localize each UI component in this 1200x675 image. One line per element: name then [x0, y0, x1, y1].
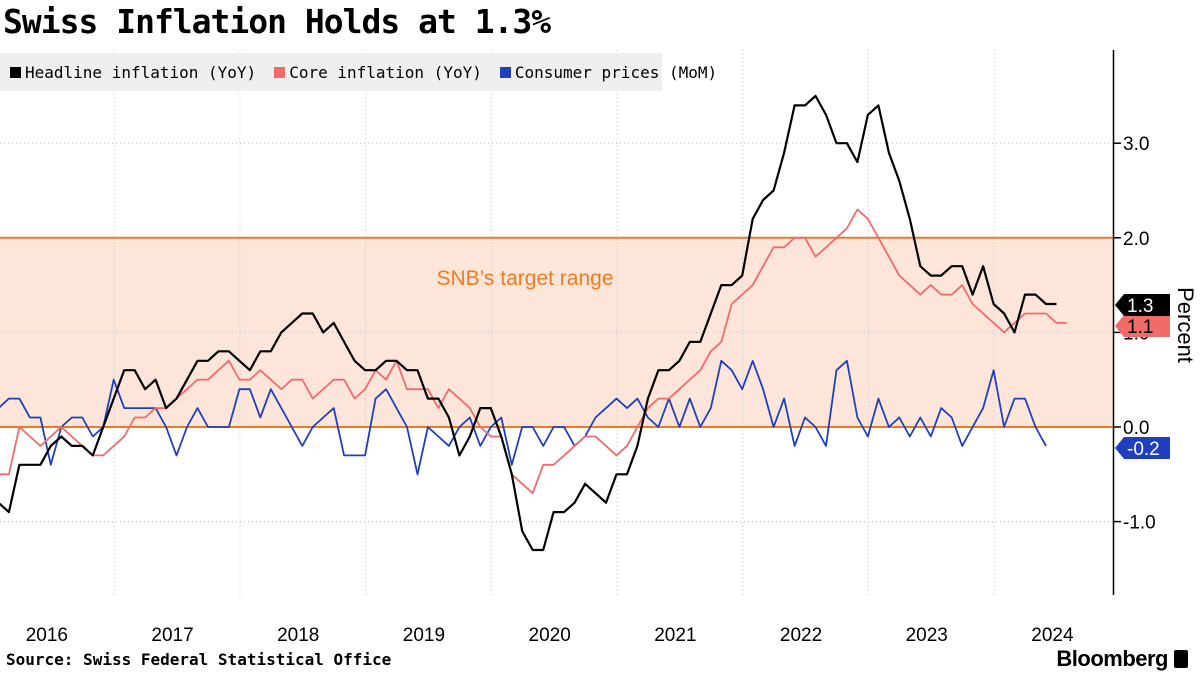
- x-tick-label: 2020: [529, 625, 571, 646]
- legend-label-mom: Consumer prices (MoM): [514, 62, 718, 82]
- chart-title: Swiss Inflation Holds at 1.3%: [3, 2, 551, 41]
- end-label-core: 1.1: [1115, 315, 1170, 338]
- bloomberg-logo: Bloomberg: [1056, 646, 1188, 672]
- legend-item-headline: Headline inflation (YoY): [10, 63, 256, 82]
- legend-swatch-headline: [10, 66, 21, 78]
- legend-swatch-mom: [499, 66, 511, 78]
- x-tick-label: 2021: [654, 625, 696, 646]
- y-tick-label: 0.0: [1123, 418, 1149, 439]
- legend-label-headline: Headline inflation (YoY): [25, 62, 257, 82]
- legend-label-core: Core inflation (YoY): [289, 62, 482, 82]
- end-label-value: 1.3: [1127, 296, 1153, 317]
- series-line-headline: [0, 94, 1057, 552]
- x-tick-label: 2024: [1031, 625, 1074, 646]
- end-label-mom: -0.2: [1115, 437, 1170, 460]
- end-label-value: 1.1: [1127, 317, 1153, 338]
- y-tick-label: 3.0: [1123, 134, 1149, 155]
- legend-item-core: Core inflation (YoY): [274, 63, 482, 82]
- x-tick-label: 2022: [780, 625, 822, 646]
- end-label-headline: 1.3: [1115, 294, 1170, 317]
- series-line-mom: [0, 359, 1047, 476]
- x-tick-label: 2019: [403, 625, 445, 646]
- legend-item-mom: Consumer prices (MoM): [499, 62, 718, 82]
- terminal-icon: [1174, 650, 1188, 668]
- legend: Headline inflation (YoY) Core inflation …: [0, 53, 717, 91]
- y-axis-label: Percent: [1173, 287, 1198, 363]
- x-tick-label: 2016: [26, 625, 68, 646]
- source-note: Source: Swiss Federal Statistical Office: [6, 650, 392, 669]
- end-label-box: [1115, 294, 1170, 316]
- end-label-box: [1115, 315, 1170, 337]
- x-tick-label: 2017: [151, 625, 193, 646]
- y-tick-label: 2.0: [1123, 229, 1149, 250]
- legend-swatch-core: [274, 66, 286, 78]
- y-tick-label: -1.0: [1123, 513, 1156, 534]
- target-range-label: SNB’s target range: [436, 267, 613, 290]
- x-tick-label: 2023: [906, 625, 948, 646]
- x-tick-label: 2018: [277, 625, 319, 646]
- end-label-value: -0.2: [1127, 439, 1160, 460]
- end-label-box: [1115, 437, 1170, 459]
- brand-name: Bloomberg: [1056, 646, 1168, 671]
